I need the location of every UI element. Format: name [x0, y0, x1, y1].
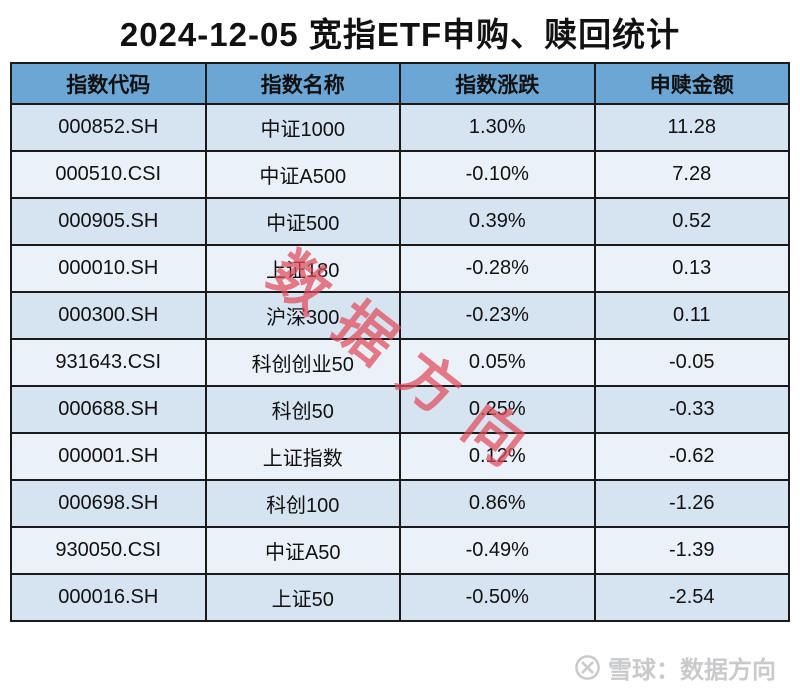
cell-amount: 11.28 — [593, 103, 790, 152]
cell-index-code: 000698.SH — [10, 479, 207, 528]
cell-amount: -0.33 — [593, 385, 790, 434]
table-row: 930050.CSI 中证A50 -0.49% -1.39 — [10, 526, 790, 575]
cell-index-change: -0.50% — [399, 573, 596, 622]
cell-amount: -2.54 — [593, 573, 790, 622]
cell-index-code: 930050.CSI — [10, 526, 207, 575]
cell-index-name: 上证指数 — [204, 432, 401, 481]
cell-index-name: 中证A500 — [204, 150, 401, 199]
table-row: 000010.SH 上证180 -0.28% 0.13 — [10, 244, 790, 293]
table-row: 000510.CSI 中证A500 -0.10% 7.28 — [10, 150, 790, 199]
cell-index-change: -0.10% — [399, 150, 596, 199]
cell-amount: -0.05 — [593, 338, 790, 387]
page-title: 2024-12-05 宽指ETF申购、赎回统计 — [119, 16, 681, 53]
col-header-index-name: 指数名称 — [204, 62, 401, 105]
cell-amount: -1.39 — [593, 526, 790, 575]
cell-index-change: 0.12% — [399, 432, 596, 481]
cell-index-change: -0.23% — [399, 291, 596, 340]
cell-index-name: 上证50 — [204, 573, 401, 622]
col-header-index-code: 指数代码 — [10, 62, 207, 105]
col-header-amount: 申赎金额 — [593, 62, 790, 105]
cell-amount: -1.26 — [593, 479, 790, 528]
footer-brand-text: 雪球：数据方向 — [608, 657, 776, 684]
col-header-index-change: 指数涨跌 — [399, 62, 596, 105]
cell-index-name: 中证A50 — [204, 526, 401, 575]
table-row: 000852.SH 中证1000 1.30% 11.28 — [10, 103, 790, 152]
cell-index-code: 000510.CSI — [10, 150, 207, 199]
table-row: 931643.CSI 科创创业50 0.05% -0.05 — [10, 338, 790, 387]
cell-index-name: 沪深300 — [204, 291, 401, 340]
table-row: 000905.SH 中证500 0.39% 0.52 — [10, 197, 790, 246]
cell-amount: -0.62 — [593, 432, 790, 481]
cell-index-code: 000688.SH — [10, 385, 207, 434]
header-row: 指数代码 指数名称 指数涨跌 申赎金额 — [10, 62, 790, 105]
xueqiu-snowball-icon — [575, 655, 600, 680]
footer-brand: 雪球：数据方向 — [574, 650, 776, 685]
cell-index-code: 000852.SH — [10, 103, 207, 152]
cell-index-name: 科创50 — [204, 385, 401, 434]
cell-index-change: -0.49% — [399, 526, 596, 575]
cell-index-change: 0.25% — [399, 385, 596, 434]
cell-index-name: 科创创业50 — [204, 338, 401, 387]
cell-index-change: 0.39% — [399, 197, 596, 246]
cell-amount: 0.11 — [593, 291, 790, 340]
table-row: 000698.SH 科创100 0.86% -1.26 — [10, 479, 790, 528]
cell-index-code: 931643.CSI — [10, 338, 207, 387]
cell-index-code: 000010.SH — [10, 244, 207, 293]
cell-index-name: 科创100 — [204, 479, 401, 528]
table-row: 000001.SH 上证指数 0.12% -0.62 — [10, 432, 790, 481]
cell-index-name: 上证180 — [204, 244, 401, 293]
etf-statistics-table: 指数代码 指数名称 指数涨跌 申赎金额 000852.SH 中证1000 1.3… — [10, 62, 790, 622]
cell-index-name: 中证500 — [204, 197, 401, 246]
cell-amount: 7.28 — [593, 150, 790, 199]
cell-index-code: 000905.SH — [10, 197, 207, 246]
cell-index-change: -0.28% — [399, 244, 596, 293]
cell-index-change: 0.05% — [399, 338, 596, 387]
cell-amount: 0.13 — [593, 244, 790, 293]
cell-index-change: 0.86% — [399, 479, 596, 528]
cell-index-code: 000001.SH — [10, 432, 207, 481]
cell-index-change: 1.30% — [399, 103, 596, 152]
cell-index-code: 000300.SH — [10, 291, 207, 340]
cell-index-name: 中证1000 — [204, 103, 401, 152]
cell-amount: 0.52 — [593, 197, 790, 246]
cell-index-code: 000016.SH — [10, 573, 207, 622]
table-row: 000688.SH 科创50 0.25% -0.33 — [10, 385, 790, 434]
table-row: 000016.SH 上证50 -0.50% -2.54 — [10, 573, 790, 622]
table-row: 000300.SH 沪深300 -0.23% 0.11 — [10, 291, 790, 340]
